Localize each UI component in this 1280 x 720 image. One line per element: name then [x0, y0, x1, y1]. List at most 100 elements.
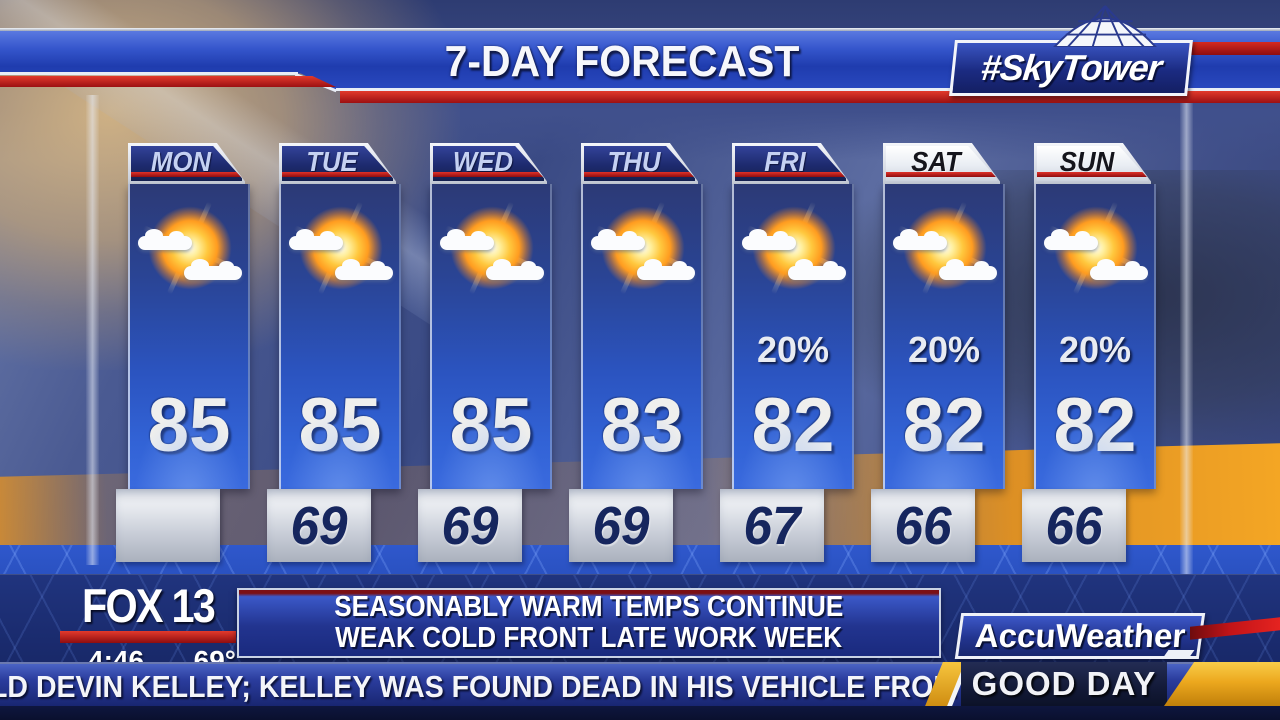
high-temp-value: 83 [600, 383, 684, 468]
low-temp-box: 69 [267, 489, 371, 562]
high-temp-value: 82 [751, 383, 835, 468]
cloud-puff [742, 229, 796, 250]
skytower-logo: #SkyTower [949, 40, 1193, 96]
white-slash [1163, 650, 1195, 657]
day-tab-stripe [1037, 172, 1148, 177]
header-edge [0, 72, 298, 75]
day-label: WED [452, 146, 514, 177]
day-tab-stripe [584, 172, 695, 177]
low-temp-value: 69 [441, 495, 499, 556]
station-name: FOX 13 [82, 579, 216, 632]
show-badge: GOOD DAY [961, 662, 1167, 706]
low-temp-box: 66 [1022, 489, 1126, 562]
cloud-puff [893, 229, 947, 250]
ticker-text: LD DEVIN KELLEY; KELLEY WAS FOUND DEAD I… [0, 669, 1074, 704]
day-tab: SAT [883, 143, 1000, 184]
cloud-puff [486, 259, 544, 280]
day-label: TUE [306, 146, 358, 177]
cloud-puff [591, 229, 645, 250]
day-tab: TUE [279, 143, 396, 184]
high-temp-value: 85 [298, 383, 382, 468]
high-temp-value: 82 [1053, 383, 1137, 468]
day-tab-stripe [433, 172, 544, 177]
day-tab-fill: FRI [735, 146, 846, 181]
forecast-day-card: THU 83 69 [569, 143, 703, 563]
day-tab: THU [581, 143, 698, 184]
low-temp-box: 69 [569, 489, 673, 562]
day-tab: SUN [1034, 143, 1151, 184]
day-panel: 20% 82 [1034, 184, 1156, 489]
day-tab-fill: TUE [282, 146, 393, 181]
precip-chance [432, 330, 550, 370]
low-temp-value: 69 [592, 495, 650, 556]
studio-pillar [1180, 95, 1193, 600]
cloud-puff [335, 259, 393, 280]
sun-with-clouds-icon [740, 201, 848, 310]
low-temp-value: 67 [743, 495, 801, 556]
forecast-day-card: SAT 20% 82 66 [871, 143, 1005, 563]
day-tab-fill: THU [584, 146, 695, 181]
day-label: FRI [764, 146, 806, 177]
precip-chance: 20% [907, 329, 981, 370]
precip-chance: 20% [756, 329, 830, 370]
station-logo: FOX 13 4:46 69° [58, 578, 238, 676]
day-label: THU [607, 146, 661, 177]
day-tab-fill: MON [131, 146, 242, 181]
skytower-label: #SkyTower [979, 47, 1164, 88]
day-tab: MON [128, 143, 245, 184]
header-edge [336, 88, 1280, 91]
day-panel: 85 [430, 184, 552, 489]
day-tab: WED [430, 143, 547, 184]
headline-line-1: SEASONABLY WARM TEMPS CONTINUE [334, 591, 844, 623]
low-temp-box [116, 489, 220, 562]
day-panel: 20% 82 [883, 184, 1005, 489]
page-title: 7-DAY FORECAST [444, 37, 800, 86]
station-red-stripe [60, 631, 236, 643]
cloud-puff [184, 259, 242, 280]
cloud-puff [289, 229, 343, 250]
low-temp-box: 69 [418, 489, 522, 562]
header-red-stripe [0, 76, 336, 87]
low-temp-value: 69 [290, 495, 348, 556]
geodesic-dome-icon [1053, 5, 1157, 47]
low-temp-box: 67 [720, 489, 824, 562]
forecast-day-card: SUN 20% 82 66 [1022, 143, 1156, 563]
day-tab-stripe [131, 172, 242, 177]
day-tab-stripe [886, 172, 997, 177]
day-panel: 85 [128, 184, 250, 489]
day-tab-stripe [282, 172, 393, 177]
cloud-puff [939, 259, 997, 280]
sun-with-clouds-icon [438, 201, 546, 310]
day-tab-fill: WED [433, 146, 544, 181]
low-temp-box: 66 [871, 489, 975, 562]
day-tab-fill: SAT [886, 146, 997, 181]
lower-third: FOX 13 4:46 69° SEASONABLY WARM TEMPS CO… [0, 574, 1280, 720]
cloud-puff [440, 229, 494, 250]
forecast-day-card: WED 85 69 [418, 143, 552, 563]
news-ticker: LD DEVIN KELLEY; KELLEY WAS FOUND DEAD I… [0, 662, 1280, 708]
provider-label: AccuWeather [973, 617, 1187, 654]
high-temp-value: 85 [147, 383, 231, 468]
sun-with-clouds-icon [287, 201, 395, 310]
day-label: SAT [911, 146, 961, 177]
sun-with-clouds-icon [136, 201, 244, 310]
high-temp-value: 85 [449, 383, 533, 468]
day-tab: FRI [732, 143, 849, 184]
cloud-puff [637, 259, 695, 280]
low-temp-value: 66 [1045, 495, 1103, 556]
day-panel: 83 [581, 184, 703, 489]
day-tab-fill: SUN [1037, 146, 1148, 181]
cloud-puff [138, 229, 192, 250]
day-label: SUN [1059, 146, 1115, 177]
low-temp-value: 66 [894, 495, 952, 556]
bottom-strip [0, 706, 1280, 720]
precip-chance [583, 330, 701, 370]
precip-chance [130, 330, 248, 370]
sun-with-clouds-icon [1042, 201, 1150, 310]
precip-chance [281, 330, 399, 370]
day-panel: 85 [279, 184, 401, 489]
studio-pillar [86, 95, 99, 565]
headline-line-2: WEAK COLD FRONT LATE WORK WEEK [335, 622, 843, 654]
day-label: MON [150, 146, 212, 177]
